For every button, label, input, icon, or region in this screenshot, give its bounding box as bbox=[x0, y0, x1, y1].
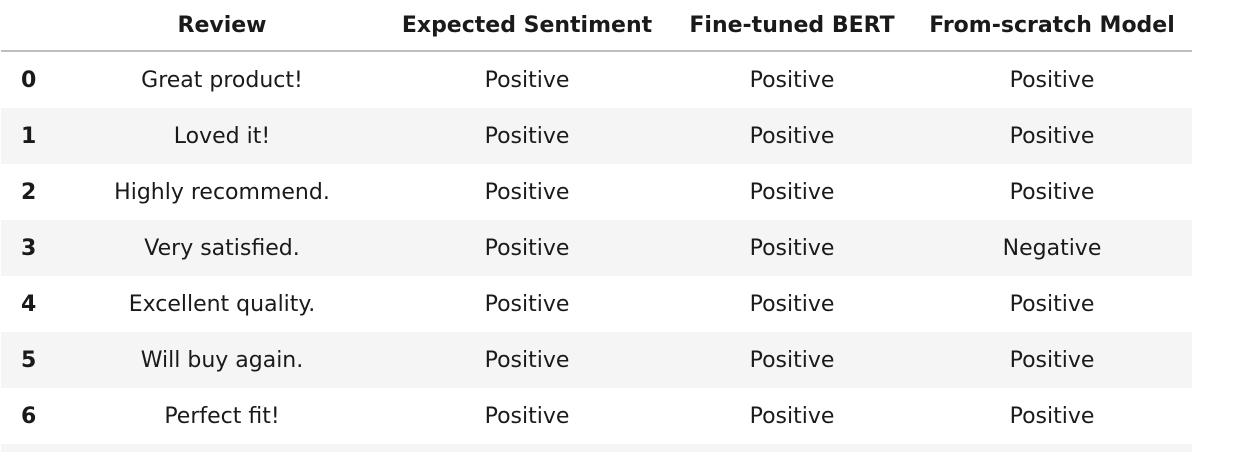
bert-cell: Positive bbox=[749, 179, 835, 205]
expected-cell: Positive bbox=[484, 179, 570, 205]
table-header-row: Review Expected Sentiment Fine-tuned BER… bbox=[1, 0, 1192, 52]
review-cell: Excellent quality. bbox=[128, 291, 316, 317]
expected-cell: Positive bbox=[484, 235, 570, 261]
expected-cell bbox=[382, 444, 672, 452]
header-from-scratch-model: From-scratch Model bbox=[912, 0, 1192, 52]
review-cell: Very satisfied. bbox=[144, 235, 300, 261]
table-row: 2 Highly recommend. Positive Positive Po… bbox=[1, 164, 1192, 220]
row-index bbox=[1, 444, 62, 452]
row-index: 6 bbox=[21, 403, 37, 429]
table-row: 0 Great product! Positive Positive Posit… bbox=[1, 51, 1192, 108]
row-index: 4 bbox=[21, 291, 37, 317]
row-index: 5 bbox=[21, 347, 37, 373]
expected-cell: Positive bbox=[484, 347, 570, 373]
table-row: 1 Loved it! Positive Positive Positive bbox=[1, 108, 1192, 164]
review-cell: Will buy again. bbox=[140, 347, 304, 373]
table-row bbox=[1, 444, 1192, 452]
review-cell: Loved it! bbox=[173, 123, 271, 149]
table-row: 6 Perfect fit! Positive Positive Positiv… bbox=[1, 388, 1192, 444]
bert-cell bbox=[672, 444, 912, 452]
scratch-cell: Negative bbox=[1002, 235, 1102, 261]
results-table: Review Expected Sentiment Fine-tuned BER… bbox=[1, 0, 1192, 452]
expected-cell: Positive bbox=[484, 291, 570, 317]
bert-cell: Positive bbox=[749, 235, 835, 261]
row-index: 2 bbox=[21, 179, 37, 205]
row-index: 0 bbox=[21, 67, 37, 93]
header-expected-sentiment: Expected Sentiment bbox=[382, 0, 672, 52]
scratch-cell: Positive bbox=[1009, 291, 1095, 317]
review-cell: Highly recommend. bbox=[114, 179, 330, 205]
header-index bbox=[1, 0, 62, 52]
bert-cell: Positive bbox=[749, 347, 835, 373]
header-fine-tuned-bert: Fine-tuned BERT bbox=[672, 0, 912, 52]
table-row: 3 Very satisfied. Positive Positive Nega… bbox=[1, 220, 1192, 276]
scratch-cell: Positive bbox=[1009, 403, 1095, 429]
review-cell bbox=[62, 444, 382, 452]
table-row: 5 Will buy again. Positive Positive Posi… bbox=[1, 332, 1192, 388]
review-cell: Perfect fit! bbox=[164, 403, 280, 429]
expected-cell: Positive bbox=[484, 123, 570, 149]
expected-cell: Positive bbox=[484, 67, 570, 93]
review-cell: Great product! bbox=[141, 67, 303, 93]
scratch-cell: Positive bbox=[1009, 67, 1095, 93]
row-index: 3 bbox=[21, 235, 37, 261]
scratch-cell: Positive bbox=[1009, 123, 1095, 149]
header-review: Review bbox=[62, 0, 382, 52]
bert-cell: Positive bbox=[749, 403, 835, 429]
expected-cell: Positive bbox=[484, 403, 570, 429]
scratch-cell: Positive bbox=[1009, 179, 1095, 205]
bert-cell: Positive bbox=[749, 123, 835, 149]
row-index: 1 bbox=[21, 123, 37, 149]
scratch-cell: Positive bbox=[1009, 347, 1095, 373]
bert-cell: Positive bbox=[749, 291, 835, 317]
scratch-cell bbox=[912, 444, 1192, 452]
bert-cell: Positive bbox=[749, 67, 835, 93]
table-row: 4 Excellent quality. Positive Positive P… bbox=[1, 276, 1192, 332]
